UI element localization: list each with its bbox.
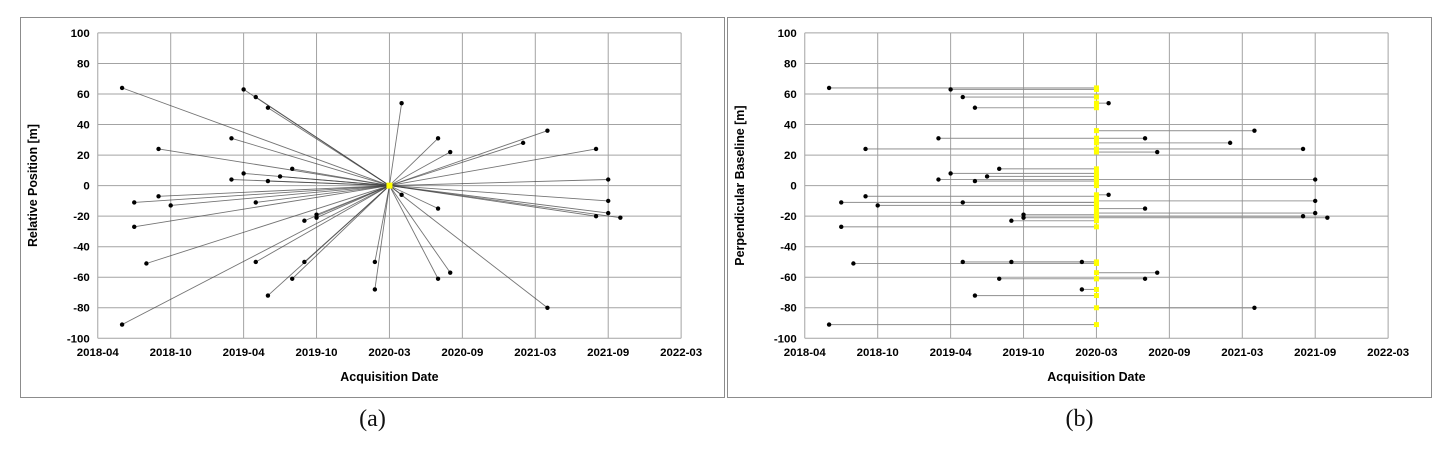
svg-text:-40: -40 (780, 242, 797, 254)
svg-text:2021-09: 2021-09 (1294, 347, 1336, 359)
svg-text:2022-03: 2022-03 (1367, 347, 1409, 359)
panel-b: 2018-04 2018-10 2019-04 2019-10 2020-03 2020-… (727, 17, 1432, 398)
chart-perpendicular-baseline: 2018-04 2018-10 2019-04 2019-10 2020-03 2020-… (733, 28, 1409, 384)
svg-text:-20: -20 (73, 211, 90, 223)
svg-text:-80: -80 (73, 303, 90, 315)
svg-text:80: 80 (784, 58, 797, 70)
svg-text:2020-03: 2020-03 (368, 347, 410, 359)
data-lines (829, 87, 1328, 326)
svg-text:0: 0 (83, 181, 89, 193)
svg-text:40: 40 (77, 120, 90, 132)
svg-text:-40: -40 (73, 242, 90, 254)
svg-text:2018-04: 2018-04 (77, 347, 120, 359)
svg-text:2019-04: 2019-04 (930, 347, 973, 359)
svg-text:2021-03: 2021-03 (1221, 347, 1263, 359)
x-tick-labels: 2018-04 2018-10 2019-04 2019-10 2020-03 2020-… (784, 347, 1409, 359)
chart-relative-position: 2018-04 2018-10 2019-04 2019-10 2020-03 2020-… (26, 28, 702, 384)
svg-text:2020-09: 2020-09 (441, 347, 483, 359)
svg-text:-60: -60 (780, 272, 797, 284)
svg-text:2020-03: 2020-03 (1075, 347, 1117, 359)
data-points (119, 85, 623, 327)
svg-text:80: 80 (77, 58, 90, 70)
svg-text:60: 60 (784, 89, 797, 101)
caption-a: (a) (359, 406, 386, 432)
svg-text:-20: -20 (780, 211, 797, 223)
svg-text:2019-10: 2019-10 (1003, 347, 1045, 359)
svg-text:20: 20 (784, 150, 797, 162)
panel-a: 2018-04 2018-10 2019-04 2019-10 2020-03 2020-… (20, 17, 725, 398)
data-lines (121, 87, 621, 325)
svg-text:100: 100 (778, 28, 797, 40)
svg-text:40: 40 (784, 120, 797, 132)
svg-text:2021-09: 2021-09 (587, 347, 629, 359)
svg-text:2019-04: 2019-04 (223, 347, 266, 359)
svg-text:-80: -80 (780, 303, 797, 315)
svg-text:2018-10: 2018-10 (150, 347, 192, 359)
svg-text:60: 60 (77, 89, 90, 101)
x-tick-labels: 2018-04 2018-10 2019-04 2019-10 2020-03 2020-… (77, 347, 702, 359)
svg-text:2021-03: 2021-03 (514, 347, 556, 359)
svg-text:100: 100 (71, 28, 90, 40)
x-axis-title: Acquisition Date (340, 370, 438, 384)
svg-text:2020-09: 2020-09 (1148, 347, 1190, 359)
x-axis-title: Acquisition Date (1047, 370, 1145, 384)
y-axis-title: Relative Position [m] (26, 124, 40, 247)
svg-text:2022-03: 2022-03 (660, 347, 702, 359)
svg-text:-100: -100 (774, 333, 797, 345)
y-tick-labels: 100 80 60 40 20 0 -20 -40 -60 -80 -100 (774, 28, 797, 345)
y-tick-labels: 100 80 60 40 20 0 -20 -40 -60 -80 -100 (67, 28, 90, 345)
svg-text:-100: -100 (67, 333, 90, 345)
svg-text:2019-10: 2019-10 (296, 347, 338, 359)
svg-text:2018-04: 2018-04 (784, 347, 827, 359)
svg-text:0: 0 (790, 181, 796, 193)
svg-text:20: 20 (77, 150, 90, 162)
master-markers (386, 182, 393, 189)
y-axis-title: Perpendicular Baseline [m] (733, 106, 747, 266)
data-points (826, 85, 1330, 327)
master-markers (1093, 85, 1099, 328)
caption-b: (b) (1065, 406, 1094, 432)
grid (97, 32, 682, 339)
svg-text:-60: -60 (73, 272, 90, 284)
svg-text:2018-10: 2018-10 (857, 347, 899, 359)
